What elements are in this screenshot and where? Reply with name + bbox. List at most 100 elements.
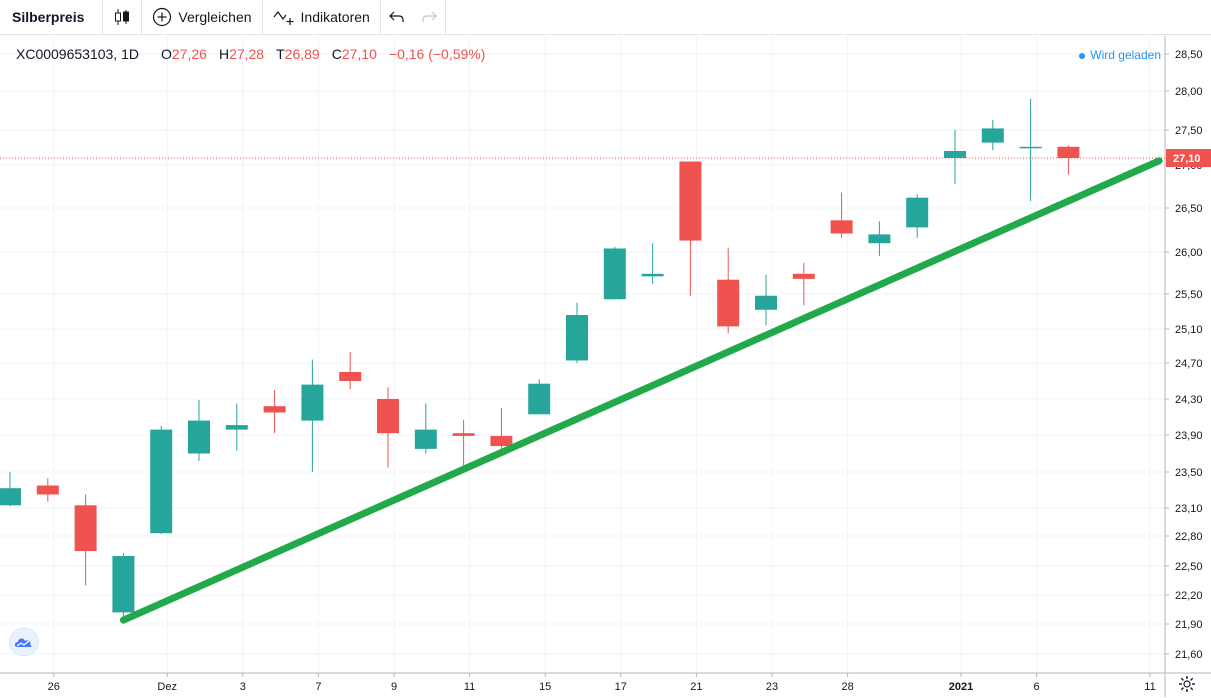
candle bbox=[792, 262, 815, 306]
candle-body bbox=[755, 295, 777, 310]
candle bbox=[566, 302, 588, 363]
y-tick-label: 22,50 bbox=[1175, 561, 1203, 573]
x-tick-label: 21 bbox=[690, 681, 702, 693]
x-tick-label: 26 bbox=[48, 681, 60, 693]
settings-button[interactable] bbox=[1178, 675, 1196, 698]
y-tick-label: 22,20 bbox=[1175, 590, 1203, 602]
redo-icon bbox=[422, 11, 437, 22]
candle bbox=[150, 426, 173, 535]
change-value: −0,16 (−0,59%) bbox=[388, 46, 486, 62]
candles bbox=[0, 98, 1080, 621]
candle bbox=[225, 403, 248, 451]
candle-body bbox=[603, 248, 626, 300]
toolbar-divider bbox=[102, 0, 104, 35]
status-dot-icon bbox=[1079, 52, 1086, 59]
x-tick-label: 6 bbox=[1034, 681, 1040, 693]
open-value: 27,26 bbox=[171, 46, 207, 62]
candle bbox=[906, 194, 929, 238]
candle-body bbox=[944, 151, 966, 158]
price-axis[interactable]: 28,5028,0027,5027,0026,5026,0025,5025,10… bbox=[1164, 36, 1203, 697]
y-tick-label: 24,70 bbox=[1175, 358, 1203, 370]
redo-button[interactable] bbox=[413, 0, 445, 35]
x-tick-label: Dez bbox=[157, 681, 177, 693]
y-tick-label: 28,50 bbox=[1175, 49, 1203, 61]
candle bbox=[112, 553, 135, 621]
x-tick-label: 23 bbox=[766, 681, 778, 693]
candle-body bbox=[74, 505, 97, 551]
candle-body bbox=[150, 429, 173, 534]
candle-body bbox=[641, 273, 664, 277]
candle-body bbox=[263, 406, 286, 413]
candle bbox=[0, 472, 21, 507]
toolbar-divider bbox=[141, 0, 143, 35]
indicator-icon bbox=[273, 11, 294, 25]
x-tick-label: 11 bbox=[1144, 681, 1155, 693]
candle bbox=[830, 192, 853, 238]
candle-body bbox=[414, 429, 437, 449]
indicators-button[interactable]: Indikatoren bbox=[263, 0, 380, 35]
y-tick-label: 22,80 bbox=[1175, 531, 1203, 543]
y-tick-label: 25,10 bbox=[1175, 324, 1203, 336]
trendline-segment bbox=[119, 157, 1163, 624]
x-tick-label: 9 bbox=[391, 681, 397, 693]
gear-icon bbox=[1179, 676, 1195, 692]
compare-label: Vergleichen bbox=[178, 9, 252, 25]
logo-button[interactable] bbox=[9, 628, 39, 656]
price-label-background bbox=[1166, 149, 1211, 167]
x-tick-label: 2021 bbox=[949, 681, 973, 693]
indicators-label: Indikatoren bbox=[300, 9, 370, 25]
y-tick-label: 23,90 bbox=[1175, 430, 1203, 442]
candle-body bbox=[981, 128, 1004, 143]
high-value: 27,28 bbox=[229, 46, 265, 62]
candle-body bbox=[679, 161, 702, 241]
candle-body bbox=[1019, 146, 1042, 149]
candle bbox=[641, 243, 664, 284]
candle bbox=[528, 379, 551, 415]
candle bbox=[414, 403, 437, 454]
candle bbox=[452, 419, 475, 468]
y-tick-label: 25,50 bbox=[1175, 289, 1203, 301]
candle bbox=[755, 274, 777, 326]
status-text: Wird geladen bbox=[1090, 48, 1161, 62]
candle bbox=[981, 119, 1004, 151]
x-tick-label: 15 bbox=[539, 681, 551, 693]
toolbar-divider bbox=[444, 0, 446, 35]
close-label: C bbox=[331, 46, 342, 62]
x-tick-label: 28 bbox=[841, 681, 853, 693]
candle-body bbox=[0, 488, 21, 506]
candle bbox=[679, 161, 702, 296]
price-chart[interactable]: 28,5028,0027,5027,0026,5026,0025,5025,10… bbox=[0, 36, 1211, 697]
candle-body bbox=[830, 220, 853, 234]
candle-body bbox=[490, 435, 513, 447]
candle bbox=[339, 351, 362, 390]
candle-body bbox=[112, 556, 135, 613]
candle-body bbox=[377, 399, 399, 434]
top-toolbar: Silberpreis Vergleichen Indikatoren bbox=[0, 0, 1211, 35]
candle-body bbox=[1057, 146, 1080, 158]
undo-button[interactable] bbox=[381, 0, 413, 35]
plus-circle-icon bbox=[153, 7, 172, 27]
y-tick-label: 28,00 bbox=[1175, 86, 1203, 98]
candle-body bbox=[868, 234, 891, 244]
grid bbox=[0, 36, 1165, 673]
y-tick-label: 21,90 bbox=[1175, 619, 1203, 631]
time-axis[interactable]: 26 Dez 3 7 9 11 15 17 21 23 28 2021 6 11 bbox=[0, 672, 1211, 693]
low-label: T bbox=[276, 46, 285, 62]
candle-body bbox=[717, 279, 740, 327]
candle-body bbox=[36, 485, 59, 495]
symbol-name[interactable]: Silberpreis bbox=[12, 9, 85, 25]
price-label-text: 27,10 bbox=[1173, 153, 1201, 165]
candle bbox=[263, 390, 286, 434]
compare-button[interactable]: Vergleichen bbox=[142, 0, 261, 35]
y-tick-label: 23,50 bbox=[1175, 467, 1203, 479]
chart-style-button[interactable] bbox=[103, 0, 141, 35]
candle bbox=[377, 387, 399, 468]
ticker-interval[interactable]: XC0009653103, 1D bbox=[16, 46, 139, 62]
candle bbox=[74, 494, 97, 586]
candle-body bbox=[452, 433, 475, 436]
x-tick-label: 7 bbox=[315, 681, 321, 693]
trendline[interactable] bbox=[119, 157, 1163, 624]
y-tick-label: 24,30 bbox=[1175, 394, 1203, 406]
y-tick-label: 27,50 bbox=[1175, 125, 1203, 137]
open-label: O bbox=[161, 46, 172, 62]
